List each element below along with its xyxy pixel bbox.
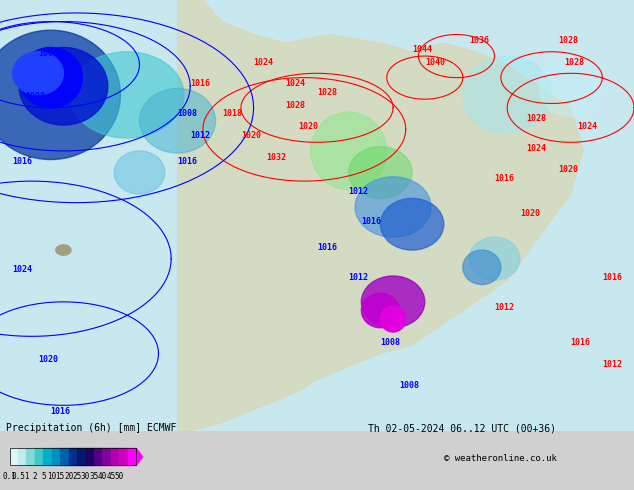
Text: 1012: 1012 (349, 187, 369, 196)
Text: 1016: 1016 (571, 338, 591, 347)
Text: 1008: 1008 (399, 381, 420, 390)
Text: Th 02-05-2024 06..12 UTC (00+36): Th 02-05-2024 06..12 UTC (00+36) (368, 423, 556, 433)
Text: 25: 25 (72, 472, 82, 481)
Text: 1016: 1016 (495, 174, 515, 183)
Text: 1012: 1012 (190, 131, 210, 140)
Text: © weatheronline.co.uk: © weatheronline.co.uk (444, 454, 557, 463)
Ellipse shape (380, 198, 444, 250)
Ellipse shape (70, 52, 184, 138)
Bar (10, 448, 18, 466)
Text: 20: 20 (64, 472, 74, 481)
Bar (86, 448, 94, 466)
Bar (103, 448, 111, 466)
Text: 1020: 1020 (520, 209, 540, 218)
Text: 1016: 1016 (361, 217, 382, 226)
Ellipse shape (139, 88, 216, 153)
Text: 1016: 1016 (190, 79, 210, 88)
Text: 45: 45 (107, 472, 115, 481)
Bar (18, 448, 27, 466)
Text: 0.1: 0.1 (3, 472, 16, 481)
Polygon shape (136, 448, 143, 466)
Text: 1016: 1016 (317, 243, 337, 252)
Ellipse shape (469, 237, 520, 280)
Ellipse shape (19, 48, 82, 108)
Circle shape (56, 245, 71, 255)
Text: 1008: 1008 (178, 109, 198, 119)
Polygon shape (178, 0, 583, 431)
Text: 0.5: 0.5 (11, 472, 25, 481)
Text: 1024: 1024 (526, 144, 547, 153)
Bar (27, 448, 35, 466)
Bar (52, 448, 60, 466)
Text: 1016: 1016 (51, 407, 71, 416)
Text: 1016: 1016 (602, 273, 623, 282)
Text: 1020: 1020 (558, 166, 578, 174)
Text: 1028: 1028 (558, 36, 578, 45)
Text: 1016: 1016 (13, 157, 33, 166)
Text: 1036: 1036 (469, 36, 489, 45)
Text: 1024: 1024 (577, 122, 597, 131)
Text: 1028: 1028 (564, 58, 585, 67)
Ellipse shape (355, 177, 431, 237)
Bar (68, 448, 77, 466)
Text: 1028: 1028 (526, 114, 547, 122)
Text: 1032: 1032 (266, 152, 287, 162)
Text: 2: 2 (32, 472, 37, 481)
Text: 35: 35 (89, 472, 99, 481)
Text: 1: 1 (24, 472, 29, 481)
Text: 1008: 1008 (380, 338, 401, 347)
Bar (128, 448, 136, 466)
Bar (35, 448, 43, 466)
Text: 1020: 1020 (38, 355, 58, 364)
Text: 1024: 1024 (254, 58, 274, 67)
Text: Precipitation (6h) [mm] ECMWF: Precipitation (6h) [mm] ECMWF (6, 423, 177, 433)
Text: 1016: 1016 (178, 157, 198, 166)
Text: 40: 40 (98, 472, 107, 481)
Text: 1012: 1012 (495, 303, 515, 313)
Text: 1044: 1044 (412, 45, 432, 54)
Ellipse shape (380, 306, 406, 332)
Text: 1020: 1020 (298, 122, 318, 131)
Ellipse shape (311, 112, 387, 190)
Text: 10: 10 (47, 472, 56, 481)
Bar (60, 448, 68, 466)
Text: 1012: 1012 (349, 273, 369, 282)
Ellipse shape (349, 147, 412, 198)
Ellipse shape (13, 52, 63, 95)
Text: 1024: 1024 (13, 265, 33, 273)
Text: 1028: 1028 (285, 101, 306, 110)
Bar (10, 448, 136, 466)
Text: 1028: 1028 (317, 88, 337, 97)
Text: 1020: 1020 (241, 131, 261, 140)
Ellipse shape (463, 250, 501, 285)
Text: 5: 5 (41, 472, 46, 481)
Text: 1000: 1000 (38, 49, 58, 58)
Ellipse shape (463, 56, 552, 134)
Text: 30: 30 (81, 472, 90, 481)
Bar (77, 448, 86, 466)
Bar (119, 448, 128, 466)
Ellipse shape (361, 276, 425, 328)
Text: 50: 50 (115, 472, 124, 481)
Ellipse shape (361, 293, 399, 328)
Text: 1008: 1008 (25, 92, 46, 101)
Ellipse shape (19, 48, 108, 125)
Ellipse shape (539, 56, 602, 117)
Bar (43, 448, 52, 466)
Bar (111, 448, 119, 466)
Ellipse shape (0, 30, 120, 160)
Text: 1012: 1012 (602, 360, 623, 368)
Bar (94, 448, 103, 466)
Text: 15: 15 (56, 472, 65, 481)
Text: 1024: 1024 (285, 79, 306, 88)
Ellipse shape (114, 151, 165, 194)
Text: 1040: 1040 (425, 58, 445, 67)
Text: 1018: 1018 (222, 109, 242, 119)
